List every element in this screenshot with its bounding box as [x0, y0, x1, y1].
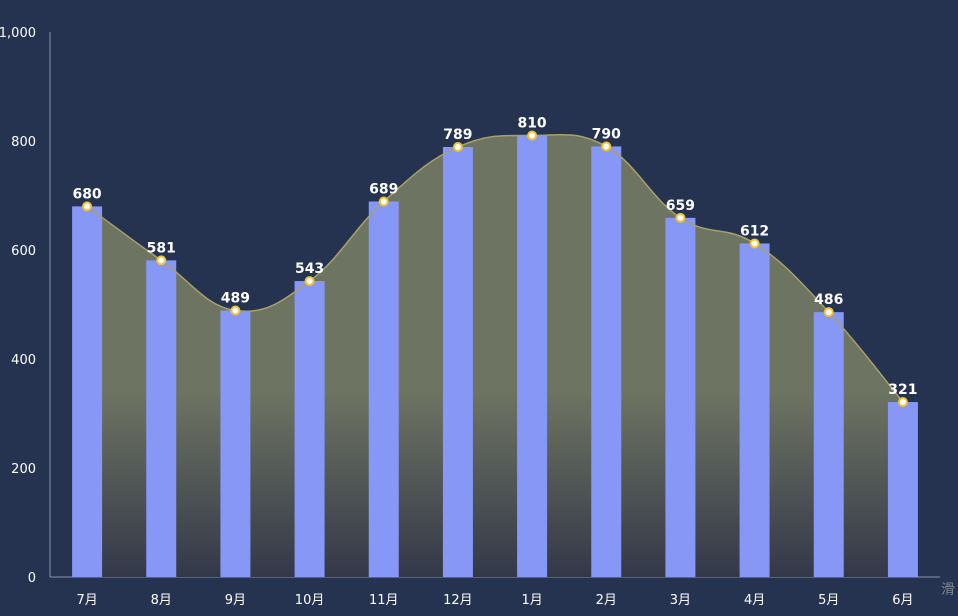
data-label: 612 [740, 223, 769, 239]
y-tick-label: 400 [11, 353, 36, 368]
bar [368, 201, 399, 577]
data-label: 680 [72, 186, 101, 202]
data-label: 486 [814, 292, 843, 308]
y-tick-label: 800 [11, 135, 36, 150]
x-tick-label: 9月 [225, 593, 246, 608]
bar [517, 135, 548, 578]
data-label: 543 [295, 261, 324, 277]
x-tick-label: 4月 [744, 593, 765, 608]
series-line [86, 133, 904, 403]
x-tick-label: 12月 [443, 593, 473, 608]
bar [665, 217, 696, 577]
y-tick-label: 1,000 [0, 26, 36, 41]
x-tick-label: 6月 [892, 593, 913, 608]
data-label: 659 [666, 198, 695, 214]
x-tick-label: 5月 [818, 593, 839, 608]
data-point [675, 212, 686, 223]
x-tick-label: 2月 [596, 593, 617, 608]
data-point [82, 201, 93, 212]
data-point [897, 397, 908, 408]
data-label: 581 [147, 240, 176, 256]
bar [887, 402, 918, 577]
data-label: 489 [221, 290, 250, 306]
data-label: 789 [443, 127, 472, 143]
bar [813, 312, 844, 577]
x-tick-label: 8月 [151, 593, 172, 608]
y-tick-label: 0 [28, 571, 36, 586]
bar [442, 146, 473, 577]
data-point [378, 196, 389, 207]
data-label: 810 [517, 116, 546, 132]
data-point [823, 307, 834, 318]
data-point [749, 238, 760, 249]
data-label: 689 [369, 181, 398, 197]
bar [739, 243, 770, 577]
data-label: 321 [888, 382, 917, 398]
area-fill [87, 134, 903, 577]
data-label: 790 [592, 126, 621, 142]
data-point [601, 141, 612, 152]
x-tick-label: 7月 [76, 593, 97, 608]
y-tick-label: 600 [11, 244, 36, 259]
x-tick-label: 3月 [670, 593, 691, 608]
bar [220, 310, 251, 577]
bar [591, 146, 622, 577]
bar [72, 206, 103, 577]
bar [294, 281, 325, 577]
data-point [304, 276, 315, 287]
data-point [230, 305, 241, 316]
data-point [156, 255, 167, 266]
x-tick-label: 11月 [369, 593, 399, 608]
side-control-text[interactable]: 滑 [941, 581, 955, 598]
bar [146, 260, 177, 577]
x-tick-label: 1月 [521, 593, 542, 608]
data-point [527, 130, 538, 141]
data-point [452, 141, 463, 152]
y-tick-label: 200 [11, 462, 36, 477]
x-tick-label: 10月 [295, 593, 325, 608]
